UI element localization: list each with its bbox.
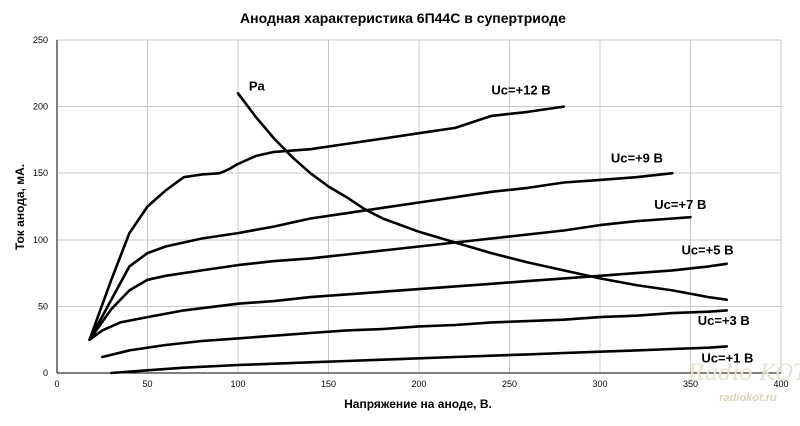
y-tick-label: 250	[33, 35, 48, 45]
x-tick-label: 300	[592, 379, 607, 389]
series-line-uc-1	[88, 105, 566, 341]
y-tick-label: 200	[33, 102, 48, 112]
series-label: Uc=+7 В	[654, 197, 706, 212]
x-tick-label: 350	[683, 379, 698, 389]
series-line-uc-6	[110, 345, 728, 375]
series-lines	[88, 92, 728, 375]
series-label: Uc=+5 В	[681, 242, 733, 257]
y-tick-label: 150	[33, 168, 48, 178]
series-line-uc-3	[88, 215, 692, 341]
x-tick-label: 400	[773, 379, 788, 389]
series-line-power-curve	[236, 92, 728, 301]
series-label: Uc=+12 В	[491, 83, 550, 98]
series-label: Uc=+3 В	[698, 313, 750, 328]
y-tick-label: 50	[38, 301, 48, 311]
y-axis-label: Ток анода, мА.	[13, 164, 27, 250]
x-tick-label: 200	[411, 379, 426, 389]
grid	[57, 39, 782, 373]
series-line-uc-4	[88, 262, 728, 341]
axes	[56, 40, 781, 374]
x-tick-label: 0	[54, 379, 59, 389]
watermark-sub-text: radiokot.ru	[719, 392, 777, 404]
x-tick-labels: 0 50 100 150 200 250 300 350 400	[54, 379, 788, 389]
series-label: Uc=+1 В	[701, 350, 753, 365]
y-tick-label: 0	[43, 368, 48, 378]
series-label: Uc=+9 В	[611, 151, 663, 166]
y-tick-label: 100	[33, 235, 48, 245]
x-tick-label: 100	[230, 379, 245, 389]
watermark-logo: Radio KOT radiokot.ru	[687, 361, 800, 404]
series-line-uc-5	[101, 309, 728, 359]
y-tick-labels: 0 50 100 150 200 250	[33, 35, 48, 378]
chart-title: Анодная характеристика 6П44С в супертрио…	[240, 10, 566, 26]
x-tick-label: 250	[502, 379, 517, 389]
x-tick-label: 150	[321, 379, 336, 389]
series-labels: Uc=+12 В Uc=+9 В Uc=+7 В Uc=+5 В Uc=+3 В Uc=+…	[249, 79, 754, 366]
series-line-uc-2	[88, 171, 674, 341]
x-axis-label: Напряжение на аноде, В.	[344, 397, 492, 411]
watermark-main-text: Radio KOT	[687, 361, 800, 386]
x-tick-label: 50	[142, 379, 152, 389]
series-label: Pa	[249, 79, 266, 94]
